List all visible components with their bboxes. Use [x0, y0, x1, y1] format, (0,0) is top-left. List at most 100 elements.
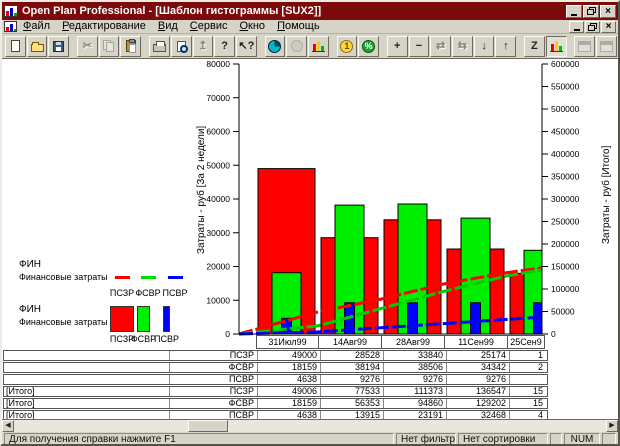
legend-subtitle: Финансовые затраты [19, 272, 108, 282]
save-button[interactable] [48, 35, 70, 57]
scroll-right-button[interactable]: ▶ [606, 420, 618, 432]
svg-text:80000: 80000 [206, 59, 230, 69]
move-down-button[interactable]: ↓ [473, 35, 495, 57]
child-close-button[interactable]: × [601, 20, 616, 33]
menu-edit[interactable]: Редактирование [62, 20, 146, 32]
table-cell: 9276 [446, 375, 509, 384]
close-icon: × [605, 5, 611, 17]
menu-file[interactable]: Файл [23, 20, 51, 32]
table-cell: [Итого] [6, 387, 35, 396]
table-row: [Итого] ПСВР 4638 13915 23191 32468 4 [3, 410, 548, 419]
menu-window[interactable]: Окно [239, 20, 266, 32]
svg-text:30000: 30000 [206, 228, 230, 238]
legend-bar-swatch [110, 306, 134, 332]
table-cell [4, 363, 169, 372]
document-icon [4, 21, 17, 32]
scroll-right-icon: ▶ [609, 422, 615, 429]
percent-button[interactable]: % [358, 35, 379, 57]
open-button[interactable] [26, 35, 48, 57]
table-cell: 28528 [320, 351, 383, 360]
legend-subtitle: Финансовые затраты [19, 317, 108, 327]
table-cell: 9276 [320, 375, 383, 384]
resource-button[interactable] [286, 35, 307, 57]
menu-view[interactable]: Вид [157, 20, 178, 32]
levels-button[interactable]: ↥ [192, 35, 214, 57]
chart-plot: 0 10000 20000 30000 40000 50000 60000 70000 8000… [2, 59, 618, 351]
table-row: ПСВР 4638 9276 9276 9276 [3, 374, 548, 385]
svg-text:60000: 60000 [206, 127, 230, 137]
legend-title: ФИН [19, 259, 42, 270]
table-cell: 4638 [257, 375, 320, 384]
table-cell: 9276 [383, 375, 446, 384]
horizontal-scrollbar[interactable]: ◀ ▶ [2, 420, 618, 432]
copy-button[interactable] [98, 35, 120, 57]
table-cell: 18159 [257, 399, 320, 408]
restore-button[interactable] [583, 4, 599, 18]
svg-text:500000: 500000 [551, 104, 580, 114]
child-restore-button[interactable] [585, 20, 600, 33]
table-cell: ПСВР [169, 375, 257, 384]
line-psvr-total [238, 315, 543, 336]
move-out-icon: ⇄ [436, 39, 446, 52]
table-cell: 4638 [257, 411, 320, 419]
table-cell: 15 [509, 387, 546, 396]
network-view-button[interactable]: Z [524, 35, 545, 57]
table-cell: 23191 [383, 411, 446, 419]
table-cell: 111373 [383, 387, 446, 396]
add-button[interactable]: + [386, 35, 408, 57]
histogram-view-button[interactable] [545, 35, 567, 57]
svg-text:0: 0 [225, 329, 230, 339]
minimize-button[interactable] [566, 4, 582, 18]
close-icon: × [605, 21, 612, 32]
percent-icon: % [362, 39, 376, 53]
paste-button[interactable] [120, 35, 142, 57]
data-table: 31Июл99 14Авг99 28Авг99 11Сен99 25Сен9 ПСЗР 49… [3, 335, 548, 419]
move-in-button[interactable]: ⇆ [452, 35, 473, 57]
svg-text:150000: 150000 [551, 262, 580, 272]
table-cell: 129202 [446, 399, 509, 408]
legend-label: ФСВР [130, 334, 157, 344]
tile-window-button[interactable] [574, 35, 596, 57]
cost-button[interactable]: 1 [336, 35, 358, 57]
table-header-date: 11Сен99 [445, 335, 508, 349]
table-cell: 38506 [383, 363, 446, 372]
close-button[interactable]: × [600, 4, 616, 18]
title-bar: Open Plan Professional - [Шаблон гистогр… [2, 2, 618, 20]
status-bar: Для получения справки нажмите F1 Нет фил… [2, 432, 618, 444]
svg-text:200000: 200000 [551, 239, 580, 249]
hscroll-thumb[interactable] [188, 420, 228, 432]
scroll-left-button[interactable]: ◀ [2, 420, 14, 432]
restore-icon [586, 7, 596, 15]
context-help-button[interactable]: ↖? [235, 35, 257, 57]
child-minimize-button[interactable] [569, 20, 584, 33]
histogram-button[interactable] [307, 35, 329, 57]
time-analysis-button[interactable] [264, 35, 286, 57]
status-spacer-2 [602, 433, 616, 444]
move-down-icon: ↓ [481, 39, 487, 52]
move-up-button[interactable]: ↑ [495, 35, 517, 57]
table-cell: 4 [509, 411, 546, 419]
menu-help[interactable]: Помощь [277, 20, 320, 32]
scroll-left-icon: ◀ [5, 422, 11, 429]
remove-button[interactable]: − [408, 35, 430, 57]
table-header-date: 25Сен9 [508, 335, 545, 349]
menu-service[interactable]: Сервис [189, 20, 228, 32]
table-row: ПСЗР 49000 28528 33840 25174 1 [3, 350, 548, 361]
print-button[interactable] [149, 35, 170, 57]
move-out-button[interactable]: ⇄ [430, 35, 452, 57]
table-cell: ПСЗР [169, 351, 257, 360]
resource-icon [290, 40, 303, 52]
legend-bar-swatch [163, 306, 170, 332]
svg-text:600000: 600000 [551, 59, 580, 69]
new-button[interactable] [5, 35, 26, 57]
help-button[interactable]: ? [214, 35, 235, 57]
svg-text:10000: 10000 [206, 295, 230, 305]
left-axis: 0 10000 20000 30000 40000 50000 60000 70000 8000… [206, 59, 240, 339]
cut-button[interactable]: ✂ [77, 35, 98, 57]
cascade-window-icon [599, 40, 613, 52]
legend-title: ФИН [19, 304, 42, 315]
cascade-window-button[interactable] [596, 35, 617, 57]
svg-text:350000: 350000 [551, 172, 580, 182]
chart-legend: ФИН Финансовые затраты ПСЗР ФСВР ПСВР ФИН Фина… [2, 59, 242, 359]
print-preview-button[interactable] [170, 35, 192, 57]
